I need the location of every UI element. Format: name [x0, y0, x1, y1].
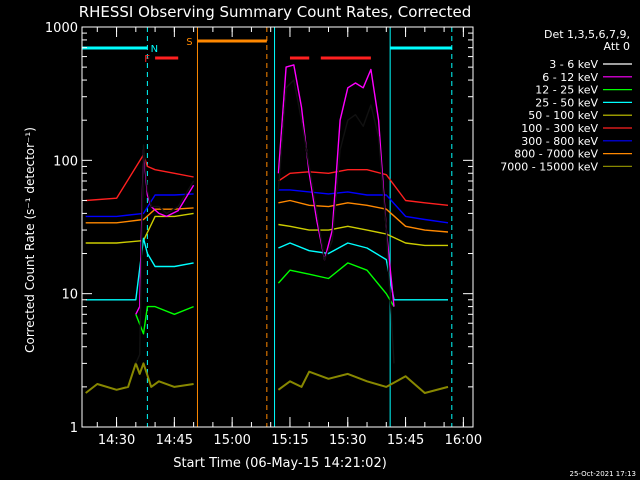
series-line-2-0: [135, 305, 194, 335]
series-line-6-1: [278, 189, 449, 224]
plot-area: FN S: [81, 27, 453, 427]
y-tick-label-0: 1: [70, 421, 78, 436]
series-line-0-1: [277, 79, 395, 364]
series-line-8-1: [277, 370, 449, 394]
legend-label-2: 12 - 25 keV: [535, 84, 598, 97]
axes: 1 10 100 1000 14:30 14:45 15:00 15:15 15:30 15:45…: [45, 21, 482, 448]
x-tick-label-0: 14:30: [98, 433, 135, 448]
x-tick-label-5: 15:45: [387, 433, 424, 448]
legend-label-8: 7000 - 15000 keV: [500, 160, 598, 173]
x-axis-label: Start Time (06-May-15 14:21:02): [173, 456, 387, 471]
series-line-0-0: [135, 144, 195, 364]
series-line-7-1: [278, 199, 449, 233]
series-line-5-0: [85, 154, 194, 202]
legend-label-3: 25 - 50 keV: [535, 96, 598, 109]
y-axis-label: Corrected Count Rate (s⁻¹ detector⁻¹): [23, 127, 37, 353]
legend-label-6: 300 - 800 keV: [521, 135, 598, 148]
series-line-8-0: [85, 362, 194, 394]
x-tick-label-4: 15:30: [329, 433, 366, 448]
flag-label-F: F: [144, 54, 150, 65]
series-line-7-0: [85, 207, 194, 224]
series-line-6-0: [85, 193, 194, 218]
y-tick-label-2: 100: [53, 154, 78, 169]
series-group: [85, 64, 449, 394]
legend-label-0: 3 - 6 keV: [549, 58, 598, 71]
series-line-5-1: [278, 168, 449, 206]
series-line-2-1: [277, 262, 395, 307]
series-line-4-0: [85, 212, 194, 244]
series-line-1-1: [277, 64, 395, 307]
timestamp: 25-Oct-2021 17:13: [570, 470, 636, 478]
x-tick-label-6: 16:00: [445, 433, 482, 448]
series-line-4-1: [278, 223, 448, 247]
x-tick-label-3: 15:15: [271, 433, 308, 448]
legend-label-7: 800 - 7000 keV: [514, 148, 598, 161]
legend-label-1: 6 - 12 keV: [542, 71, 598, 84]
x-tick-label-2: 15:00: [213, 433, 250, 448]
legend-label-5: 100 - 300 keV: [521, 122, 598, 135]
series-line-3-1: [278, 242, 448, 301]
flag-label-N: N: [151, 44, 158, 55]
flag-label-S: S: [186, 37, 192, 48]
legend-label-4: 50 - 100 keV: [528, 109, 598, 122]
series-line-3-0: [85, 237, 194, 301]
y-tick-label-3: 1000: [45, 21, 78, 36]
chart-title: RHESSI Observing Summary Count Rates, Co…: [79, 3, 472, 21]
plot-frame: [81, 26, 474, 428]
x-tick-label-1: 14:45: [156, 433, 193, 448]
y-tick-label-1: 10: [61, 288, 78, 303]
legend-title-line-0: Det 1,3,5,6,7,9,: [544, 28, 630, 41]
legend-title-line-1: Att 0: [604, 40, 630, 53]
